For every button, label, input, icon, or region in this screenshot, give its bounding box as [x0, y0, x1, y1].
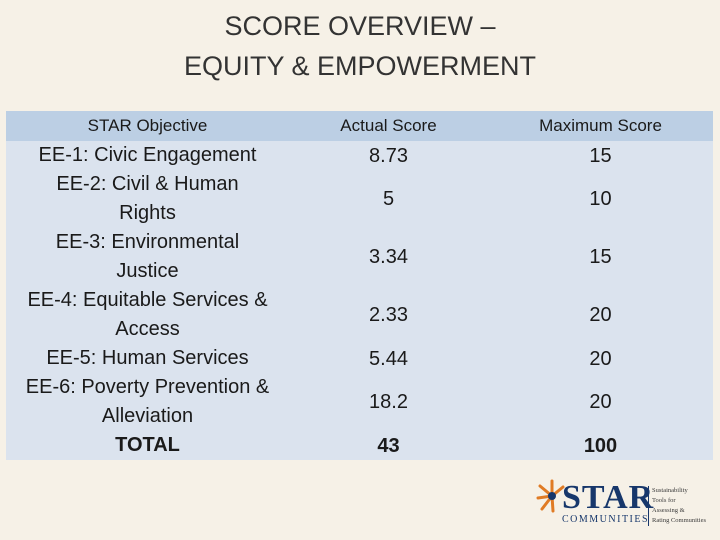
table-row: EE-4: Equitable Services & Access 2.33 2… — [6, 286, 713, 344]
actual-score-cell: 8.73 — [369, 144, 408, 167]
header-actual-score: Actual Score — [289, 111, 488, 141]
maximum-score-cell: 10 — [589, 188, 612, 210]
score-table: STAR Objective Actual Score Maximum Scor… — [6, 111, 713, 460]
logo-divider — [648, 486, 649, 526]
objective-cell: EE-5: Human Services — [46, 347, 249, 369]
actual-score-cell: 5.44 — [369, 347, 408, 370]
actual-score-cell: 2.33 — [369, 304, 408, 326]
maximum-score-cell: 15 — [589, 246, 612, 268]
logo-subtitle: COMMUNITIES — [562, 514, 650, 525]
star-burst-icon — [536, 479, 565, 513]
total-actual-cell: 43 — [377, 434, 400, 457]
maximum-score-cell: 20 — [589, 304, 612, 326]
logo-tagline: Sustainability Tools for Assessing & Rat… — [652, 486, 714, 526]
objective-cell: EE-4: Equitable Services & Access — [27, 289, 268, 340]
logo-wordmark: STAR — [562, 479, 655, 516]
maximum-score-cell: 15 — [589, 144, 612, 167]
table-header-row: STAR Objective Actual Score Maximum Scor… — [6, 111, 713, 141]
total-maximum-cell: 100 — [583, 434, 618, 457]
table-row: EE-3: Environmental Justice 3.34 15 — [6, 228, 713, 286]
slide-title-line-2: EQUITY & EMPOWERMENT — [183, 51, 537, 81]
maximum-score-cell: 20 — [589, 347, 612, 370]
actual-score-cell: 5 — [382, 188, 395, 210]
objective-cell: EE-1: Civic Engagement — [38, 144, 257, 166]
objective-cell: EE-2: Civil & Human Rights — [56, 173, 239, 224]
logo-tagline-line: Rating Communities — [652, 517, 706, 524]
header-star-objective: STAR Objective — [6, 111, 289, 141]
total-row: TOTAL 43 100 — [6, 431, 713, 460]
header-maximum-score: Maximum Score — [488, 111, 713, 141]
logo-tagline-line: Assessing & — [652, 507, 685, 514]
table-row: EE-2: Civil & Human Rights 5 10 — [6, 170, 713, 228]
logo-tagline-line: Tools for — [652, 497, 676, 504]
slide-title: SCORE OVERVIEW – EQUITY & EMPOWERMENT — [0, 6, 720, 86]
table-row: EE-6: Poverty Prevention & Alleviation 1… — [6, 373, 713, 431]
objective-cell: EE-3: Environmental Justice — [55, 231, 240, 282]
logo-tagline-line: Sustainability — [652, 487, 688, 494]
objective-cell: EE-6: Poverty Prevention & Alleviation — [25, 376, 270, 427]
actual-score-cell: 3.34 — [369, 246, 408, 268]
actual-score-cell: 18.2 — [369, 391, 408, 413]
table-row: EE-5: Human Services 5.44 20 — [6, 344, 713, 373]
maximum-score-cell: 20 — [589, 391, 612, 413]
slide-title-line-1: SCORE OVERVIEW – — [224, 11, 496, 41]
total-label-cell: TOTAL — [115, 434, 180, 456]
table-row: EE-1: Civic Engagement 8.73 15 — [6, 141, 713, 170]
star-communities-logo: STAR COMMUNITIES Sustainability Tools fo… — [536, 474, 714, 532]
